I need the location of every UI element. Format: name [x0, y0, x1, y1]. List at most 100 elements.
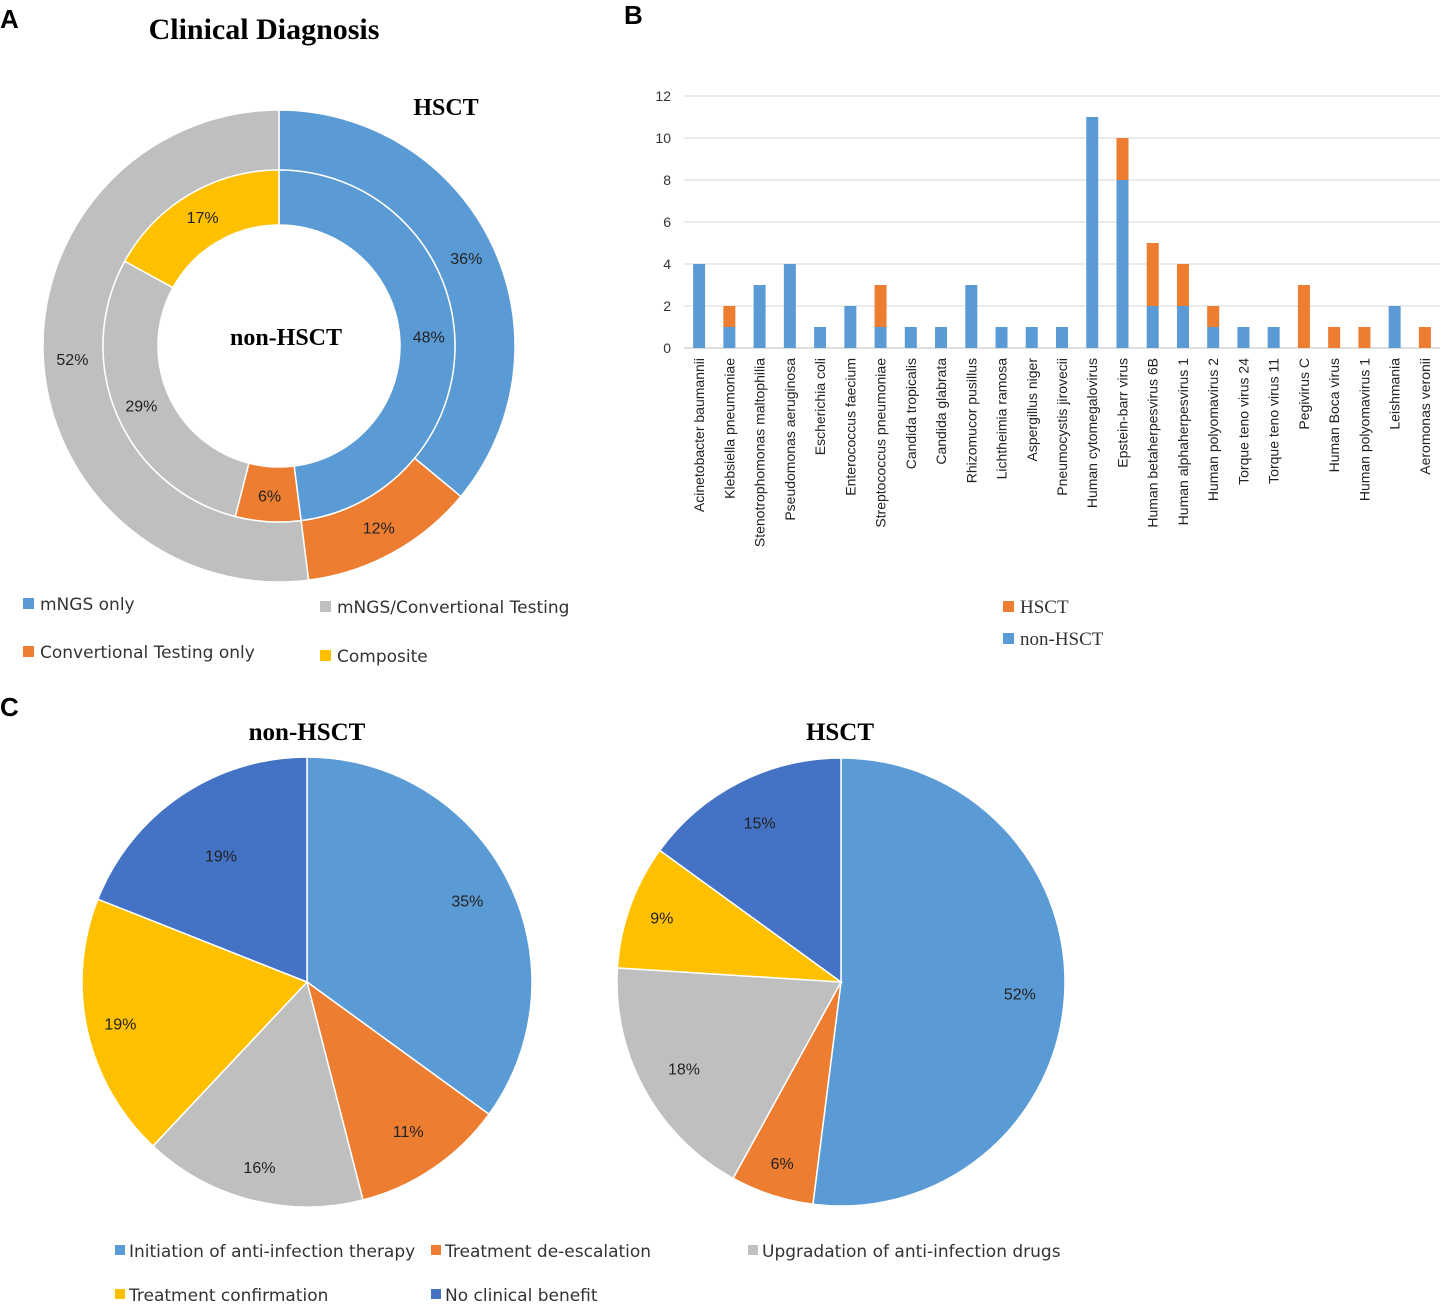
donut-chart: 36% 12% 52% 48% 6% 29% 17% [42, 109, 516, 583]
bar-non-hsct-aspergillus-niger [1025, 327, 1038, 348]
x-category-label: Acinetobacter baumannii [691, 358, 707, 512]
bar-non-hsct-stenotrophomonas-maltophilia [753, 285, 766, 348]
bar-hsct-human-betaherpesvirus-6b [1146, 243, 1159, 306]
x-category-label: Pneumocystis jirovecii [1054, 358, 1070, 496]
bar-hsct-aeromonas-veronii [1418, 327, 1431, 348]
y-tick-label: 0 [663, 340, 671, 356]
donut-inner-label-convertional-testing-only: 6% [258, 489, 281, 506]
legend-c: Initiation of anti-infection therapy Tre… [115, 1242, 1061, 1304]
pie2-label-treatment-confirmation: 9% [650, 911, 673, 928]
bar-hsct-streptococcus-pneumoniae [874, 285, 887, 327]
pie2-label-upgradation-of-anti-infection-drugs: 18% [668, 1061, 700, 1078]
donut-inner-label-mngs-only: 48% [413, 330, 445, 347]
x-category-label: Human betaherpesvirus 6B [1145, 358, 1161, 528]
pie2-label-no-clinical-benefit: 15% [744, 815, 776, 832]
x-category-label: Human polyomavirus 2 [1205, 358, 1221, 501]
x-category-label: Aeromonas veronii [1417, 358, 1433, 475]
legend-c-swatch-deescalation [431, 1245, 441, 1255]
legend-c-no-benefit: No clinical benefit [445, 1286, 598, 1304]
x-category-label: Rhizomucor pusillus [963, 358, 979, 483]
pie-non-hsct: 35% 11% 16% 19% 19% [81, 756, 533, 1208]
legend-a-mngs-conv: mNGS/Convertional Testing [337, 598, 569, 618]
bar-non-hsct-torque-teno-virus-11 [1267, 327, 1280, 348]
x-category-label: Lichtheimia ramosa [994, 358, 1010, 480]
donut-inner-label-mngs-convertional-testing: 29% [125, 399, 157, 416]
bar-non-hsct-candida-glabrata [935, 327, 948, 348]
bar-non-hsct-pseudomonas-aeruginosa [783, 264, 796, 348]
pie1-slice-upgradation-of-anti-infection-drugs [151, 980, 364, 1208]
y-tick-label: 12 [655, 88, 671, 104]
bar-hsct-pegivirus-c [1297, 285, 1310, 348]
donut-title: Clinical Diagnosis [149, 13, 380, 46]
pie1-label-initiation-of-anti-infection-therapy: 35% [451, 893, 483, 910]
pie2-label-initiation-of-anti-infection-therapy: 52% [1004, 986, 1036, 1003]
x-category-label: Pegivirus C [1296, 358, 1312, 430]
legend-a-swatch-mngs-conv [320, 601, 331, 612]
bar-non-hsct-enterococcus-faecium [844, 306, 857, 348]
legend-c-upgradation: Upgradation of anti-infection drugs [762, 1242, 1061, 1262]
bar-non-hsct-epstein-barr-virus [1116, 180, 1129, 348]
x-category-label: Human Boca virus [1326, 358, 1342, 472]
x-category-label: Klebsiella pneumoniae [721, 358, 737, 499]
bar-hsct-human-alphaherpesvirus-1 [1176, 264, 1189, 306]
bar-non-hsct-human-cytomegalovirus [1086, 117, 1099, 348]
x-category-label: Escherichia coli [812, 358, 828, 455]
pie1-label-treatment-confirmation: 19% [104, 1017, 136, 1034]
x-category-label: Human polyomavirus 1 [1356, 358, 1372, 501]
bar-non-hsct-acinetobacter-baumannii [693, 264, 706, 348]
bar-non-hsct-human-alphaherpesvirus-1 [1176, 306, 1189, 348]
panel-letter-b: B [624, 0, 643, 30]
pie-hsct: 52% 6% 18% 9% 15% [616, 757, 1066, 1207]
x-category-label: Candida tropicalis [903, 358, 919, 469]
bar-non-hsct-human-polyomavirus-2 [1207, 327, 1220, 348]
pie2-slice-upgradation-of-anti-infection-drugs [616, 967, 843, 1180]
legend-a-conv: Convertional Testing only [40, 643, 255, 663]
pie2-slice-no-clinical-benefit [658, 757, 842, 984]
donut-inner-slice-mngs-only [278, 169, 456, 522]
legend-b-non-hsct: non-HSCT [1020, 629, 1104, 650]
x-category-label: Pseudomonas aeruginosa [782, 358, 798, 521]
bar-hsct-human-boca-virus [1328, 327, 1341, 348]
legend-c-initiation: Initiation of anti-infection therapy [129, 1242, 415, 1262]
legend-c-confirmation: Treatment confirmation [128, 1286, 328, 1304]
bar-non-hsct-candida-tropicalis [904, 327, 917, 348]
x-category-label: Enterococcus faecium [842, 358, 858, 496]
bar-hsct-human-polyomavirus-2 [1207, 306, 1220, 327]
pie1-label-no-clinical-benefit: 19% [205, 848, 237, 865]
panel-letter-c: C [0, 692, 19, 722]
pie1-label-upgradation-of-anti-infection-drugs: 16% [243, 1160, 275, 1177]
bar-non-hsct-leishmania [1388, 306, 1401, 348]
x-category-label: Aspergillus niger [1024, 358, 1040, 462]
legend-c-swatch-initiation [115, 1245, 125, 1255]
y-tick-label: 2 [663, 298, 671, 314]
pie2-label-treatment-de-escalation: 6% [771, 1156, 794, 1173]
legend-a-mngs: mNGS only [40, 595, 135, 615]
y-tick-label: 8 [663, 172, 671, 188]
pie1-slice-treatment-confirmation [81, 898, 309, 1148]
bar-non-hsct-torque-teno-virus-24 [1237, 327, 1250, 348]
x-category-label: Leishmania [1387, 358, 1403, 430]
pie1-slice-treatment-de-escalation [305, 980, 491, 1201]
bar-hsct-klebsiella-pneumoniae [723, 306, 736, 327]
legend-a-swatch-conv [23, 646, 34, 657]
donut-outer-label-mngs-only: 36% [450, 251, 482, 268]
legend-c-swatch-upgradation [748, 1245, 758, 1255]
bar-non-hsct-rhizomucor-pusillus [965, 285, 978, 348]
donut-inner-label-composite: 17% [187, 210, 219, 227]
x-category-label: Human cytomegalovirus [1084, 358, 1100, 508]
legend-a-composite: Composite [337, 647, 428, 667]
x-category-label: Torque teno virus 24 [1235, 358, 1251, 485]
donut-inner-slice-mngs-convertional-testing [102, 260, 250, 518]
legend-b-hsct: HSCT [1020, 597, 1069, 618]
x-category-label: Stenotrophomonas maltophilia [752, 358, 768, 547]
legend-c-swatch-no-benefit [431, 1289, 441, 1299]
legend-c-deescalation: Treatment de-escalation [444, 1242, 651, 1262]
donut-outer-label: HSCT [413, 95, 478, 121]
legend-c-swatch-confirmation [115, 1289, 125, 1299]
pie1-label-treatment-de-escalation: 11% [393, 1124, 424, 1141]
legend-a: mNGS only mNGS/Convertional Testing Conv… [23, 595, 569, 667]
legend-b-swatch-hsct [1003, 601, 1014, 612]
bar-hsct-epstein-barr-virus [1116, 138, 1129, 180]
pie-non-hsct-title: non-HSCT [249, 719, 366, 746]
